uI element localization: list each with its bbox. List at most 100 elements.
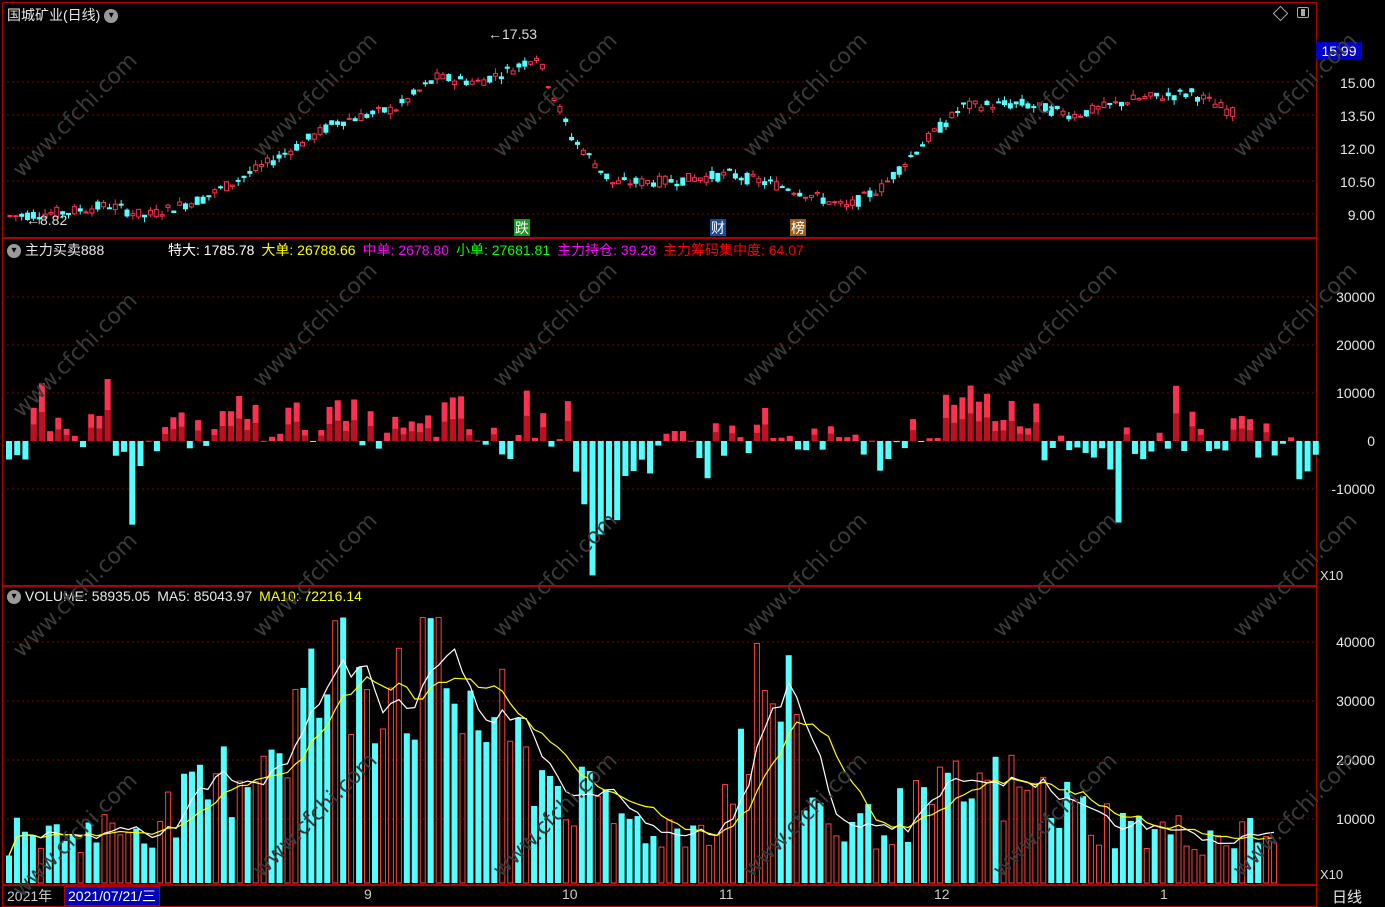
candle-body — [493, 73, 499, 77]
main-force-bar-inner — [88, 427, 95, 441]
candle-body — [1148, 92, 1154, 97]
volume-bar — [706, 844, 713, 884]
volume-bar — [348, 733, 355, 884]
candle-body — [756, 178, 762, 184]
volume-bar — [1215, 835, 1222, 884]
chevron-down-icon[interactable]: ▾ — [104, 9, 119, 24]
candle-body — [1031, 106, 1037, 109]
candle-body — [1048, 106, 1054, 116]
candle-body — [218, 186, 224, 189]
candle-body — [387, 106, 393, 115]
main-force-bar-chart[interactable] — [2, 238, 1319, 586]
price-tick: 13.50 — [1339, 108, 1375, 124]
ma5-line — [8, 647, 1275, 856]
candle-body — [539, 63, 545, 70]
event-marker — [790, 219, 806, 236]
price-panel[interactable] — [2, 2, 1317, 238]
chevron-down-icon[interactable]: ▾ — [7, 590, 21, 605]
main-force-bar-inner — [811, 434, 818, 441]
main-force-bar-inner — [910, 430, 917, 441]
volume-bar — [737, 728, 744, 883]
volume-bar — [610, 823, 617, 884]
main-force-bar — [1090, 441, 1097, 458]
candle-body — [668, 179, 674, 183]
indicator-panel[interactable] — [2, 238, 1317, 586]
main-force-bar-inner — [170, 429, 177, 441]
main-force-bar-inner — [425, 428, 432, 441]
volume-bar — [371, 743, 378, 883]
main-force-bar — [548, 441, 555, 447]
main-force-bar — [745, 441, 752, 454]
volume-bar — [698, 824, 705, 884]
volume-bar — [960, 801, 967, 883]
candle-body — [159, 214, 165, 217]
volume-bar — [196, 764, 203, 883]
main-force-bar-inner — [827, 433, 834, 441]
main-force-bar-inner — [30, 424, 37, 441]
main-force-bar — [696, 441, 703, 459]
window-toggle-icon[interactable] — [1297, 7, 1309, 18]
volume-bar — [316, 717, 323, 883]
volume-bar — [403, 733, 410, 883]
volume-bar — [204, 799, 211, 883]
candle-body — [1019, 98, 1025, 106]
volume-bar — [252, 781, 259, 884]
period-button[interactable]: 日线 — [1332, 889, 1363, 906]
candle-body — [1113, 101, 1119, 104]
main-force-bar-inner — [959, 419, 966, 441]
volume-bar — [968, 798, 975, 883]
volume-bar — [849, 821, 856, 883]
volume-chart[interactable] — [2, 586, 1317, 885]
candle-body — [879, 183, 885, 193]
volume-bar — [61, 840, 68, 883]
candle-body — [1042, 103, 1048, 113]
main-force-bar — [679, 431, 686, 441]
candle-body — [305, 133, 311, 140]
main-force-bar — [1041, 441, 1048, 461]
volume-bar — [905, 841, 912, 883]
scale-label: X10 — [1320, 867, 1344, 882]
indicator-name[interactable]: 主力买卖888 — [24, 242, 105, 258]
indicator-value: 小单: 27681.81 — [455, 242, 551, 258]
volume-bar — [801, 810, 808, 883]
candle-body — [83, 211, 89, 214]
indicator-value: 中单: 2678.80 — [362, 242, 449, 258]
volume-bar — [109, 822, 116, 884]
candle-body — [124, 209, 130, 217]
candle-body — [1171, 95, 1177, 101]
main-force-bar — [277, 433, 284, 441]
candle-body — [1142, 96, 1148, 100]
volume-bar — [944, 772, 951, 883]
volume-bar — [483, 742, 490, 883]
main-force-bar — [753, 424, 760, 441]
candle-body — [463, 80, 469, 86]
candle-body — [920, 144, 926, 147]
volume-bar — [1111, 848, 1118, 883]
cursor-date-label: 2021/07/21/三 — [64, 886, 160, 906]
candle-body — [645, 179, 651, 185]
candle-body — [826, 201, 832, 205]
volume-bar — [435, 617, 442, 884]
candle-body — [7, 215, 13, 218]
volume-bar — [865, 804, 872, 883]
main-force-bar — [499, 441, 506, 455]
candlestick-chart[interactable]: ←17.53 ←8.82 跌 财 榜 — [2, 2, 1317, 238]
indicator-value: 特大: 1785.78 — [168, 242, 255, 258]
volume-bar — [841, 841, 848, 883]
candle-body — [949, 111, 955, 119]
candle-body — [352, 118, 358, 122]
main-force-bar-inner — [466, 435, 473, 441]
volume-panel[interactable] — [2, 586, 1317, 885]
chevron-down-icon[interactable]: ▾ — [7, 244, 21, 259]
candle-body — [791, 192, 797, 195]
volume-bar — [212, 773, 219, 884]
main-force-bar — [112, 441, 119, 456]
candle-body — [908, 155, 914, 158]
volume-bar — [928, 803, 935, 884]
candle-body — [534, 57, 539, 61]
volume-bar — [13, 817, 20, 883]
volume-bar — [29, 835, 36, 883]
candle-body — [405, 98, 411, 103]
main-force-bar — [786, 435, 793, 441]
candle-body — [452, 80, 458, 85]
